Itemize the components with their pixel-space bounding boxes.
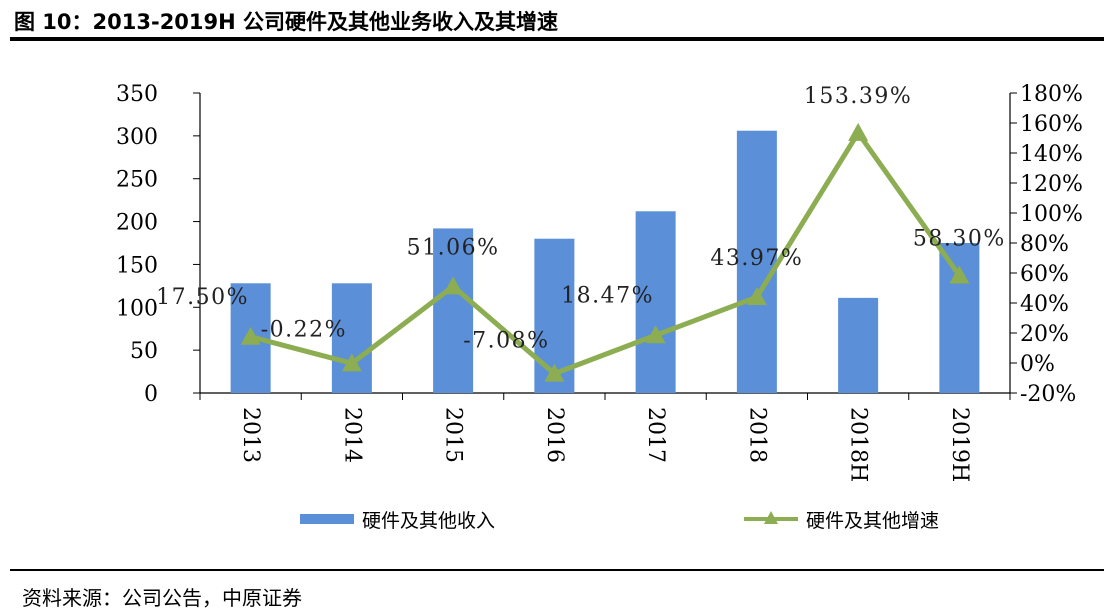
left-tick-label: 250: [116, 168, 158, 193]
source-note: 资料来源：公司公告，中原证券: [22, 586, 302, 610]
legend-bar-swatch: [300, 514, 354, 524]
axes: 0 50 100 150 200 250 300 350 -20% 0% 20% 40% 60% 80% 1…: [116, 82, 1083, 482]
triangle-marker: [240, 326, 261, 345]
x-tick-label: 2018H: [846, 407, 871, 482]
right-tick-label: 160%: [1020, 112, 1083, 137]
data-label: 58.30%: [913, 227, 1006, 252]
right-tick-label: 20%: [1020, 322, 1069, 347]
triangle-marker: [848, 122, 869, 141]
right-tick-label: 0%: [1020, 352, 1055, 377]
legend-line-label: 硬件及其他增速: [806, 510, 939, 532]
left-tick-label: 300: [116, 125, 158, 150]
triangle-marker: [645, 325, 666, 344]
x-tick-label: 2014: [339, 407, 364, 463]
right-tick-label: 80%: [1020, 232, 1069, 257]
right-tick-label: 120%: [1020, 172, 1083, 197]
data-label: 18.47%: [561, 283, 654, 308]
right-tick-label: 60%: [1020, 262, 1069, 287]
right-tick-label: 140%: [1020, 142, 1083, 167]
bar: [736, 130, 777, 393]
x-tick-label: 2015: [441, 407, 466, 463]
data-label: -7.08%: [463, 329, 549, 354]
x-tick-label: 2019H: [947, 407, 972, 482]
data-label: 153.39%: [804, 84, 912, 109]
x-tick-label: 2013: [238, 407, 263, 463]
legend-bar-label: 硬件及其他收入: [362, 510, 495, 532]
bottom-rule: [10, 569, 1104, 571]
right-tick-label: 180%: [1020, 82, 1083, 107]
right-tick-label: 40%: [1020, 292, 1069, 317]
right-tick-label: -20%: [1020, 382, 1076, 407]
figure-title: 图 10：2013-2019H 公司硬件及其他业务收入及其增速: [14, 10, 559, 34]
left-tick-label: 200: [116, 211, 158, 236]
right-tick-label: 100%: [1020, 202, 1083, 227]
bar-series: [230, 130, 980, 393]
line-series: [240, 122, 970, 382]
combo-chart: 0 50 100 150 200 250 300 350 -20% 0% 20% 40% 60% 80% 1…: [116, 82, 1083, 532]
data-label: 43.97%: [710, 246, 803, 271]
left-tick-label: 350: [116, 82, 158, 107]
left-tick-label: 50: [130, 339, 158, 364]
data-label: 51.06%: [407, 235, 500, 260]
x-tick-label: 2016: [542, 407, 567, 463]
legend: 硬件及其他收入 硬件及其他增速: [300, 510, 939, 532]
top-rule: [10, 37, 1104, 41]
x-tick-label: 2018: [744, 407, 769, 463]
bar: [838, 297, 879, 393]
bar: [331, 283, 372, 393]
data-label: 17.50%: [156, 285, 249, 310]
left-tick-label: 150: [116, 253, 158, 278]
triangle-marker: [544, 363, 565, 382]
data-labels: 17.50% -0.22% 51.06% -7.08% 18.47% 43.97% 153.…: [156, 84, 1006, 354]
x-tick-label: 2017: [643, 407, 668, 463]
triangle-marker: [341, 353, 362, 372]
growth-line: [249, 130, 962, 377]
left-tick-label: 0: [144, 382, 158, 407]
triangle-marker: [949, 265, 970, 284]
bar: [939, 243, 980, 393]
bar: [433, 228, 474, 393]
data-label: -0.22%: [261, 317, 347, 342]
triangle-marker: [443, 276, 464, 295]
legend-triangle-marker: [764, 511, 778, 524]
left-tick-label: 100: [116, 296, 158, 321]
bar: [635, 211, 676, 393]
triangle-marker: [746, 287, 767, 306]
